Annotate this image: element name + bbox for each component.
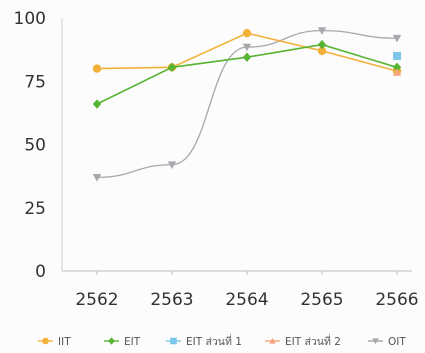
legend-label-eit: EIT [124, 336, 141, 348]
legend-item-iit[interactable]: IIT [38, 336, 71, 348]
series-oit [92, 27, 402, 182]
legend-item-oit[interactable]: OIT [368, 336, 406, 348]
legend-marker-eit-2 [269, 337, 276, 344]
legend-label-iit: IIT [58, 336, 71, 348]
data-point-eit [92, 99, 102, 109]
data-point-oit [167, 161, 177, 169]
y-tick-label: 25 [24, 199, 46, 219]
series-eit-2 [392, 68, 402, 76]
data-point-oit [392, 34, 402, 43]
data-point-eit-1 [393, 51, 401, 60]
series-line-oit [96, 29, 398, 179]
data-point-eit [392, 62, 402, 73]
data-point-oit [317, 27, 327, 35]
axes-layer: 0 25 50 75 100 2562 2563 2564 2565 2566 [14, 9, 419, 310]
series-eit-1 [393, 51, 401, 60]
data-point-eit [167, 62, 177, 73]
y-tick-label: 100 [14, 9, 46, 29]
legend-label-eit-2: EIT ส่วนที่ 2 [285, 334, 341, 348]
series-line-iit [96, 32, 398, 72]
series-iit [92, 28, 402, 76]
data-point-eit [242, 52, 252, 62]
legend-marker-oit [372, 338, 379, 345]
x-tick-label: 2565 [300, 290, 343, 310]
series-layer [92, 27, 402, 182]
legend-marker-iit [42, 337, 49, 345]
y-tick-label: 75 [24, 72, 46, 92]
x-tick-label: 2563 [150, 290, 193, 310]
x-tick-label: 2564 [225, 290, 268, 310]
y-tick-label: 0 [35, 262, 46, 282]
data-point-eit [317, 39, 327, 50]
data-point-oit [92, 174, 102, 182]
y-tick-label: 50 [24, 136, 46, 156]
data-point-iit [317, 46, 327, 56]
legend-item-eit[interactable]: EIT [104, 336, 141, 348]
data-point-oit [242, 43, 252, 52]
legend-label-eit-1: EIT ส่วนที่ 1 [186, 334, 242, 348]
data-point-iit [92, 64, 102, 73]
legend-marker-eit [108, 337, 115, 345]
legend-item-eit-1[interactable]: EIT ส่วนที่ 1 [166, 334, 242, 348]
data-point-iit [242, 28, 252, 38]
legend-label-oit: OIT [388, 336, 406, 348]
legend-marker-eit-1 [170, 337, 177, 345]
legend-item-eit-2[interactable]: EIT ส่วนที่ 2 [265, 334, 341, 348]
x-tick-label: 2562 [75, 290, 118, 310]
legend: IIT EIT EIT ส่วนที่ 1 EIT ส่วนที่ 2 OIT [38, 334, 406, 348]
series-eit [92, 39, 402, 109]
x-tick-label: 2566 [375, 290, 418, 310]
data-point-eit-2 [392, 68, 402, 76]
